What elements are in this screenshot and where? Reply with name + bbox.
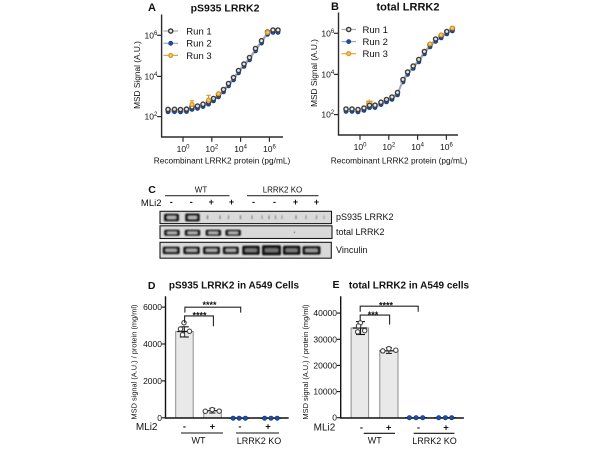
- svg-text:Vinculin: Vinculin: [336, 245, 367, 255]
- svg-text:104: 104: [321, 69, 334, 79]
- svg-text:***: ***: [368, 310, 379, 320]
- svg-text:2000: 2000: [143, 376, 162, 386]
- svg-text:total LRRK2: total LRRK2: [377, 2, 440, 14]
- svg-text:10000: 10000: [313, 387, 337, 397]
- svg-text:+: +: [293, 197, 298, 207]
- svg-text:106: 106: [144, 30, 157, 40]
- svg-text:-: -: [273, 197, 276, 207]
- svg-text:Run 3: Run 3: [186, 51, 211, 62]
- svg-text:102: 102: [382, 142, 395, 152]
- svg-text:total LRRK2: total LRRK2: [336, 227, 385, 237]
- svg-text:+: +: [210, 422, 216, 433]
- svg-text:-: -: [170, 197, 173, 207]
- svg-text:A: A: [148, 2, 156, 14]
- svg-text:****: ****: [192, 310, 207, 320]
- svg-text:MSD Signal (A.U.): MSD Signal (A.U.): [309, 39, 319, 107]
- svg-text:WT: WT: [195, 186, 208, 195]
- svg-text:102: 102: [321, 110, 334, 120]
- svg-text:106: 106: [440, 142, 453, 152]
- svg-text:MSD Signal (A.U.): MSD Signal (A.U.): [132, 41, 142, 109]
- svg-text:MSD signal (A.U.) / protein (m: MSD signal (A.U.) / protein (mg/ml): [130, 305, 139, 420]
- svg-text:-: -: [190, 197, 193, 207]
- svg-text:+: +: [386, 423, 392, 434]
- svg-text:Run 1: Run 1: [363, 25, 388, 36]
- svg-text:-: -: [183, 422, 186, 433]
- svg-text:+: +: [314, 197, 319, 207]
- svg-text:102: 102: [144, 112, 157, 122]
- svg-text:+: +: [265, 422, 271, 433]
- svg-text:-: -: [360, 423, 363, 434]
- svg-text:102: 102: [205, 144, 218, 154]
- svg-text:0: 0: [157, 413, 162, 423]
- svg-text:+: +: [443, 423, 449, 434]
- svg-text:100: 100: [354, 142, 367, 152]
- svg-text:MLi2: MLi2: [314, 423, 336, 434]
- svg-text:+: +: [229, 197, 234, 207]
- svg-text:Run 2: Run 2: [186, 39, 211, 50]
- svg-text:MLi2: MLi2: [136, 422, 158, 433]
- svg-text:20000: 20000: [313, 360, 337, 370]
- svg-text:40000: 40000: [313, 308, 337, 318]
- svg-text:-: -: [252, 197, 255, 207]
- svg-text:****: ****: [379, 301, 394, 311]
- svg-text:D: D: [148, 280, 156, 292]
- svg-text:MSD signal (A.U.) / protein (m: MSD signal (A.U.) / protein (mg/ml): [301, 305, 310, 420]
- svg-text:total LRRK2 in A549 cells: total LRRK2 in A549 cells: [349, 281, 470, 292]
- svg-text:6000: 6000: [143, 302, 162, 312]
- svg-text:Run 2: Run 2: [363, 37, 388, 48]
- svg-text:Run 3: Run 3: [363, 49, 388, 60]
- svg-text:****: ****: [202, 300, 217, 310]
- svg-text:-: -: [238, 422, 241, 433]
- svg-text:LRRK2 KO: LRRK2 KO: [412, 436, 457, 446]
- svg-text:Recombinant LRRK2 protein (pg/: Recombinant LRRK2 protein (pg/mL): [154, 156, 291, 166]
- svg-text:LRRK2 KO: LRRK2 KO: [263, 186, 303, 195]
- svg-text:WT: WT: [192, 436, 206, 446]
- svg-text:pS935 LRRK2: pS935 LRRK2: [191, 3, 260, 15]
- svg-text:E: E: [333, 279, 340, 291]
- svg-text:-: -: [417, 423, 420, 434]
- svg-text:WT: WT: [368, 436, 382, 446]
- svg-text:106: 106: [321, 28, 334, 38]
- svg-text:pS935 LRRK2: pS935 LRRK2: [336, 212, 394, 222]
- svg-text:C: C: [148, 184, 156, 196]
- svg-text:B: B: [331, 1, 339, 13]
- svg-text:30000: 30000: [313, 334, 337, 344]
- svg-text:106: 106: [263, 144, 276, 154]
- svg-text:100: 100: [177, 144, 190, 154]
- svg-text:104: 104: [411, 142, 424, 152]
- svg-text:104: 104: [144, 71, 157, 81]
- svg-text:LRRK2 KO: LRRK2 KO: [237, 436, 282, 446]
- svg-text:104: 104: [234, 144, 247, 154]
- svg-text:Run 1: Run 1: [186, 26, 211, 37]
- svg-text:+: +: [209, 197, 214, 207]
- svg-text:0: 0: [332, 413, 337, 423]
- svg-text:4000: 4000: [143, 339, 162, 349]
- svg-text:pS935 LRRK2 in A549 Cells: pS935 LRRK2 in A549 Cells: [169, 281, 300, 292]
- svg-text:Recombinant LRRK2 protein (pg/: Recombinant LRRK2 protein (pg/mL): [331, 156, 468, 166]
- svg-text:MLi2: MLi2: [141, 198, 162, 209]
